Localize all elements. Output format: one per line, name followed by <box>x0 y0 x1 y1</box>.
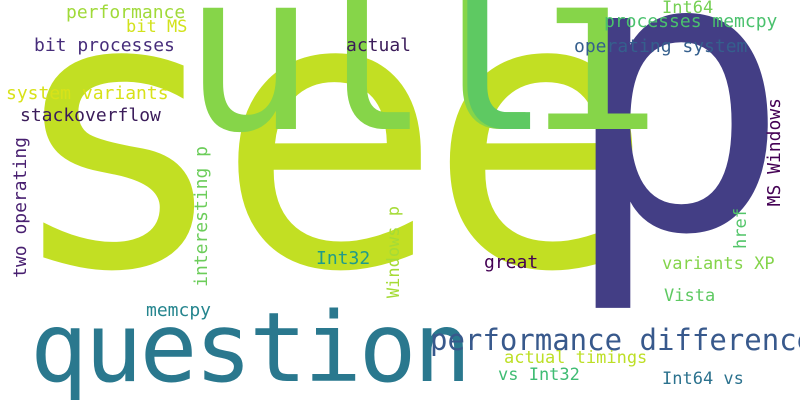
word-see: see <box>4 0 655 355</box>
word-vista: Vista <box>664 286 716 306</box>
word-ms-windows: MS Windows <box>764 98 785 207</box>
word-l: l <box>418 0 552 182</box>
word-performance-differences: performance differences <box>430 323 800 357</box>
word-interesting-p: interesting p <box>191 146 212 287</box>
word-int64-top: Int64 <box>662 0 714 18</box>
word-actual-timings: actual timings <box>504 348 648 368</box>
word-href: href <box>731 208 751 249</box>
word-vs-int32: vs Int32 <box>498 365 580 385</box>
word-actual: actual <box>346 35 412 56</box>
word-ulli: ulli <box>182 0 663 182</box>
word-memcpy: memcpy <box>146 300 212 321</box>
word-question: question <box>30 292 471 400</box>
word-int64-vs: Int64 vs <box>662 369 744 389</box>
word-bit-processes: bit processes <box>34 35 175 56</box>
word-great: great <box>484 252 539 273</box>
word-system-variants: system variants <box>6 83 169 104</box>
word-two-operating: two operating <box>10 137 31 278</box>
word-bit-ms: bit MS <box>126 17 188 37</box>
word-stackoverflow: stackoverflow <box>20 105 161 126</box>
word-windows-p: Windows p <box>384 206 404 299</box>
word-p: p <box>560 0 792 319</box>
word-operating-system: operating system <box>574 36 748 57</box>
word-performance: performance <box>66 2 186 23</box>
word-variants-xp: variants XP <box>662 254 775 274</box>
word-int32: Int32 <box>316 248 371 269</box>
word-processes-memcpy: processes memcpy <box>604 11 778 32</box>
